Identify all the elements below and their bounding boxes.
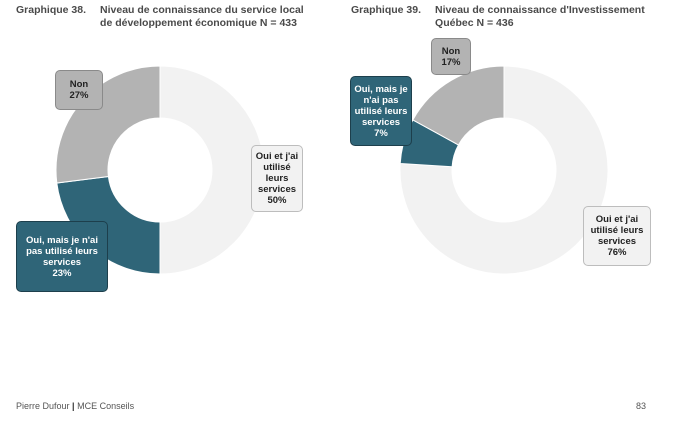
callout-label: Oui et j'ai utilisé leurs services — [590, 214, 644, 247]
callout-value: 17% — [441, 56, 461, 68]
callout-value: 27% — [69, 90, 89, 101]
footer-org: MCE Conseils — [77, 401, 135, 411]
donut-slice-used-services — [159, 65, 265, 275]
chart-title-text: Niveau de connaissance d'Investissement … — [435, 4, 645, 29]
chart-title-38: Graphique 38. Niveau de connaissance du … — [16, 4, 316, 30]
chart-title-39: Graphique 39. Niveau de connaissance d'I… — [351, 4, 651, 30]
callout-value: 7% — [374, 127, 388, 139]
callout-used-services: Oui et j'ai utilisé leurs services 50% — [251, 145, 303, 212]
callout-value: 23% — [52, 267, 72, 279]
footer-author: Pierre Dufour — [16, 401, 70, 411]
figure-label: Graphique 39. — [351, 4, 422, 16]
page-number: 83 — [636, 401, 647, 411]
callout-non: Non 17% — [431, 38, 471, 75]
callout-label: Non — [69, 79, 89, 90]
callout-value: 76% — [607, 247, 627, 258]
callout-not-used-services: Oui, mais je n'ai pas utilisé leurs serv… — [16, 221, 108, 292]
footer-credit: Pierre Dufour | MCE Conseils — [16, 401, 134, 411]
donut-chart-39 — [399, 65, 609, 275]
callout-label: Oui, mais je n'ai pas utilisé leurs serv… — [354, 83, 408, 128]
figure-label: Graphique 38. — [16, 4, 87, 16]
donut-slice-not-used-services — [56, 175, 161, 275]
callout-non: Non 27% — [55, 70, 103, 110]
donut-slice-non — [55, 65, 161, 184]
callout-label: Oui, mais je n'ai pas utilisé leurs serv… — [26, 234, 98, 268]
donut-slice-non — [412, 65, 505, 146]
callout-label: Non — [441, 45, 461, 57]
chart-title-text: Niveau de connaissance du service local … — [100, 4, 304, 29]
callout-value: 50% — [267, 195, 287, 206]
footer-separator: | — [72, 401, 75, 411]
callout-label: Oui et j'ai utilisé leurs services — [255, 151, 299, 195]
callout-not-used-services: Oui, mais je n'ai pas utilisé leurs serv… — [350, 76, 412, 146]
donut-slice-used-services — [399, 65, 609, 275]
callout-used-services: Oui et j'ai utilisé leurs services 76% — [583, 206, 651, 266]
donut-chart-38 — [55, 65, 265, 275]
